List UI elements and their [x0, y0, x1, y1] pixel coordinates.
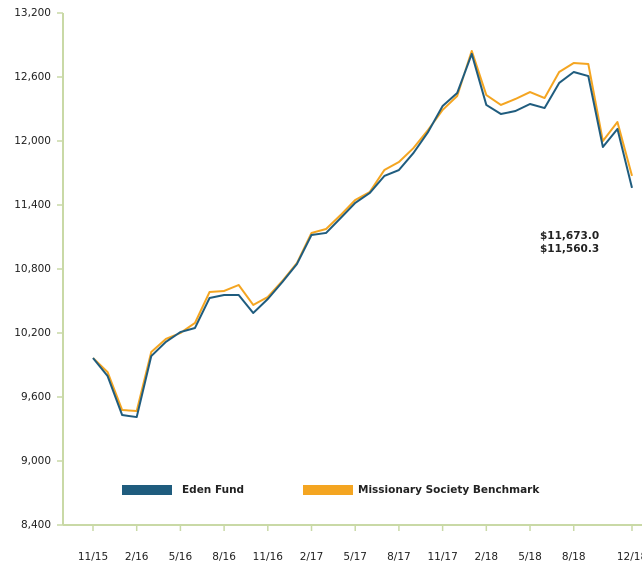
series-line [92, 52, 633, 419]
x-tick-label: 2/18 [475, 551, 499, 563]
value-label: $11,560.3 [540, 243, 599, 255]
y-tick-label: 13,200 [14, 7, 51, 19]
y-tick-label: 11,400 [14, 199, 51, 211]
legend-swatch [303, 485, 353, 495]
x-tick-label: 8/16 [212, 551, 236, 563]
legend-label: Missionary Society Benchmark [358, 484, 540, 496]
x-tick-label: 5/18 [518, 551, 542, 563]
x-tick-label: 8/17 [387, 551, 411, 563]
x-tick-label: 5/16 [169, 551, 193, 563]
y-tick-label: 9,600 [21, 391, 51, 403]
y-tick-label: 8,400 [21, 519, 51, 531]
y-tick-label: 9,000 [21, 455, 51, 467]
value-label: $11,673.0 [540, 230, 599, 242]
y-tick-label: 12,000 [14, 135, 51, 147]
legend-swatch [122, 485, 172, 495]
x-tick-label: 2/16 [125, 551, 149, 563]
x-tick-label: 11/15 [78, 551, 108, 563]
y-tick-label: 10,200 [14, 327, 51, 339]
legend-label: Eden Fund [182, 484, 244, 496]
x-tick-label: 11/16 [253, 551, 284, 563]
y-tick-label: 10,800 [14, 263, 51, 275]
x-tick-label: 8/18 [562, 551, 586, 563]
y-tick-label: 12,600 [14, 71, 51, 83]
x-tick-label: 11/17 [427, 551, 457, 563]
x-tick-label: 12/18 [617, 551, 642, 563]
x-tick-label: 5/17 [343, 551, 367, 563]
x-tick-label: 2/17 [300, 551, 324, 563]
